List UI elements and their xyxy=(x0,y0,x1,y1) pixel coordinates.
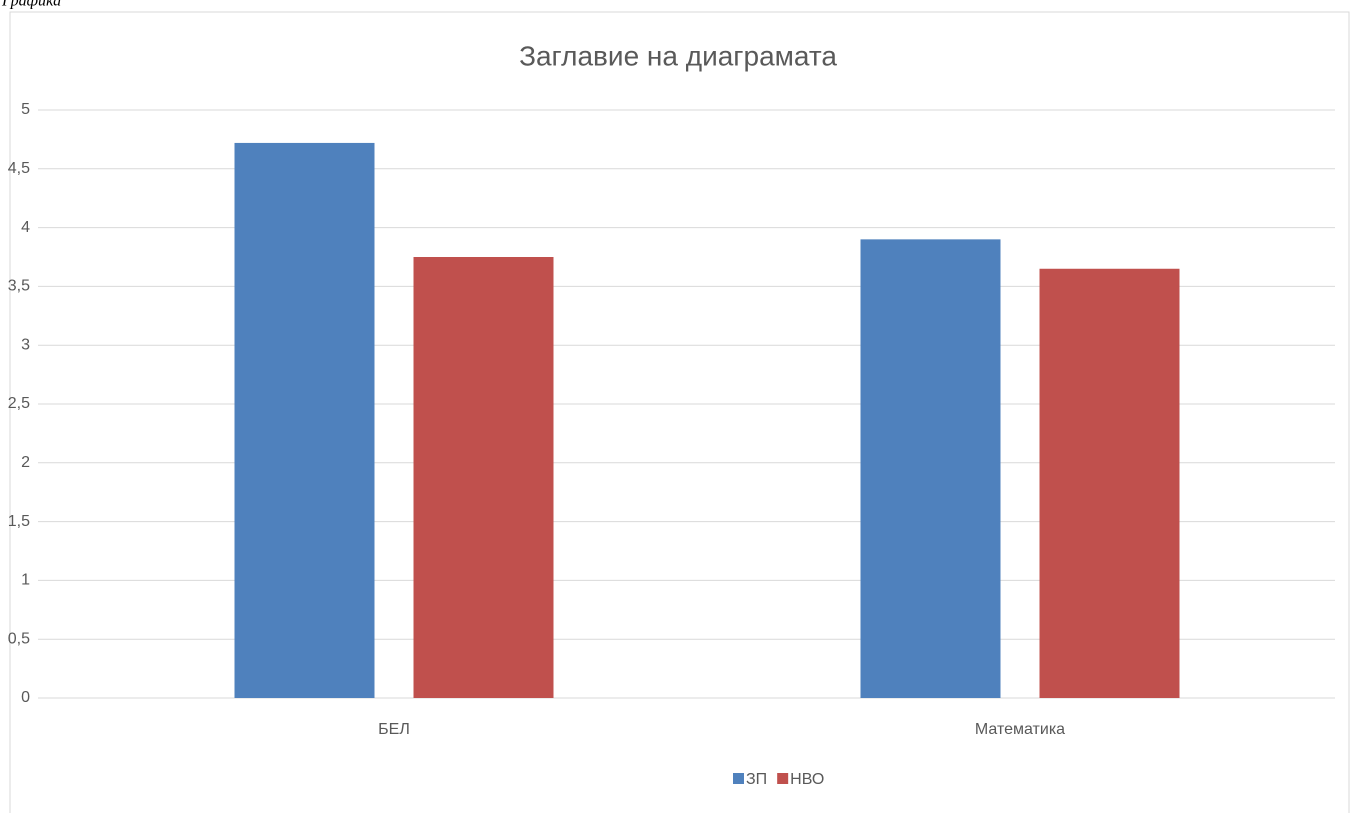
bar xyxy=(1039,268,1180,698)
y-tick-label: 3,5 xyxy=(8,278,30,295)
y-tick-label: 2 xyxy=(21,454,30,471)
legend-swatch xyxy=(733,773,744,784)
legend-label: НВО xyxy=(790,771,824,788)
bar xyxy=(234,142,375,699)
chart-border xyxy=(9,11,1350,813)
y-tick-label: 4,5 xyxy=(8,160,30,177)
y-tick-label: 1 xyxy=(21,572,30,589)
y-tick-label: 2,5 xyxy=(8,395,30,412)
bar xyxy=(860,239,1001,699)
y-tick-label: 5 xyxy=(21,101,30,118)
x-tick-label: Математика xyxy=(975,721,1065,738)
y-tick-label: 0 xyxy=(21,689,30,706)
y-tick-label: 1,5 xyxy=(8,513,30,530)
caption: Графика xyxy=(1,0,61,10)
legend-swatch xyxy=(777,773,789,784)
legend-label: ЗП xyxy=(746,771,767,788)
chart-title: Заглавие на диаграмата xyxy=(519,40,837,71)
x-tick-label: БЕЛ xyxy=(378,721,410,738)
y-tick-label: 3 xyxy=(21,336,30,353)
y-tick-label: 0,5 xyxy=(8,630,30,647)
y-tick-label: 4 xyxy=(21,219,30,236)
bar xyxy=(413,257,554,698)
